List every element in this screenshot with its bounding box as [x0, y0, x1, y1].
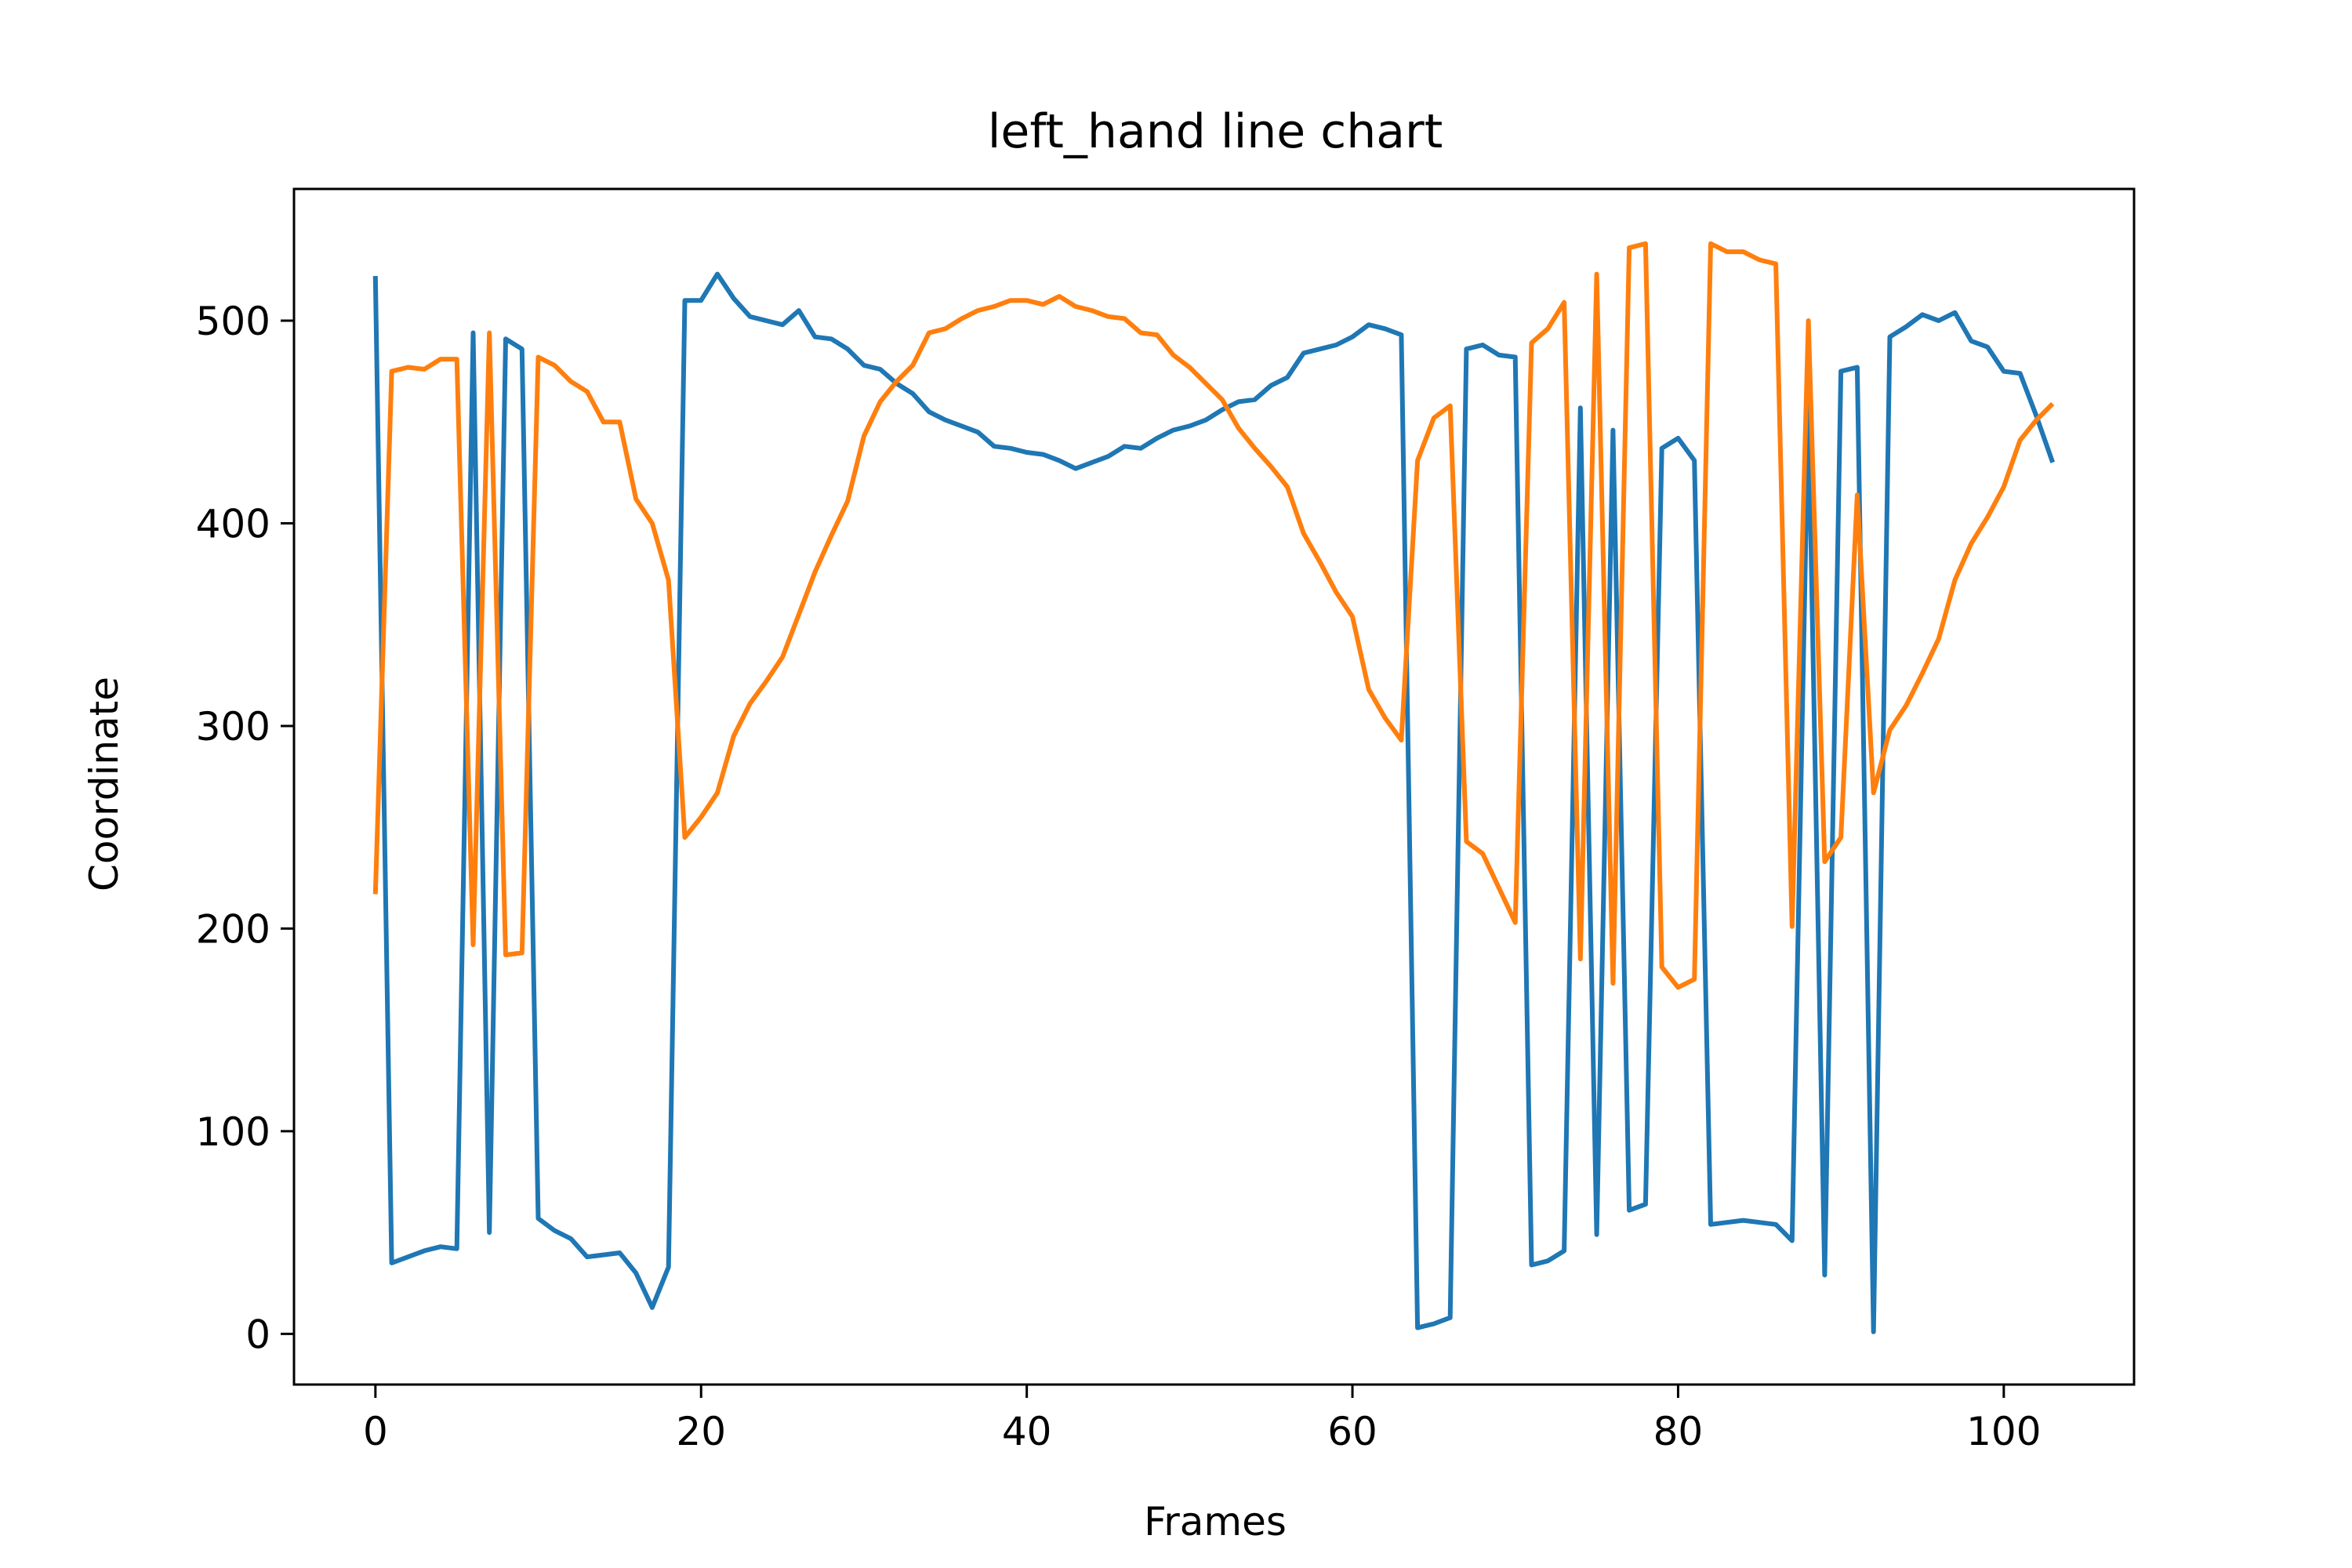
- y-tick-label: 0: [245, 1312, 270, 1357]
- x-tick-label: 100: [1966, 1409, 2041, 1454]
- axes-layer: 0 20 40 60 80 100 0 100 200 300 400 500: [196, 299, 2042, 1454]
- series-line-1: [372, 271, 2056, 1334]
- x-tick-label: 60: [1327, 1409, 1377, 1454]
- y-tick-label: 200: [196, 906, 270, 952]
- x-tick-label: 0: [363, 1409, 388, 1454]
- plot-frame: [292, 187, 2136, 1386]
- y-tick-label: 500: [196, 299, 270, 344]
- series-layer: [372, 241, 2056, 1334]
- x-tick-label: 80: [1653, 1409, 1704, 1454]
- chart-title: left_hand line chart: [988, 104, 1443, 159]
- x-tick-label: 20: [676, 1409, 726, 1454]
- x-tick-label: 40: [1002, 1409, 1052, 1454]
- y-tick-label: 100: [196, 1109, 270, 1155]
- x-axis-label: Frames: [1144, 1499, 1287, 1544]
- y-axis-label: Coordinate: [82, 677, 127, 891]
- y-tick-label: 300: [196, 704, 270, 750]
- y-tick-label: 400: [196, 501, 270, 546]
- series-line-2: [372, 241, 2055, 990]
